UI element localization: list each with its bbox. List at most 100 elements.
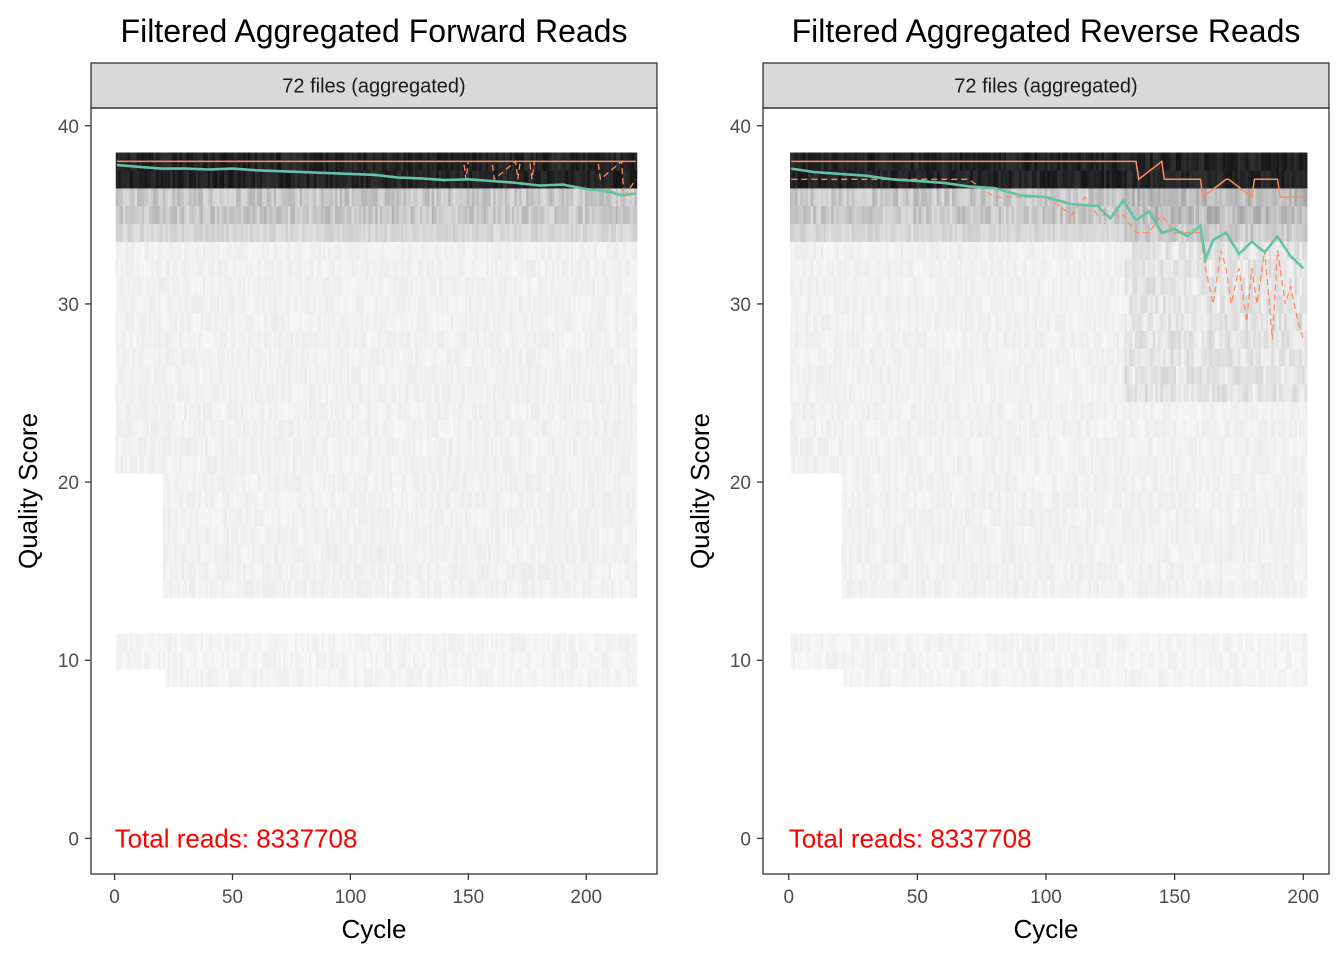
heatmap-tile xyxy=(306,526,310,545)
heatmap-tile xyxy=(537,348,541,367)
heatmap-tile xyxy=(351,223,355,242)
heatmap-tile xyxy=(537,562,541,581)
heatmap-tile xyxy=(287,651,291,670)
heatmap-tile xyxy=(481,312,484,331)
heatmap-tile xyxy=(144,223,147,242)
heatmap-tile xyxy=(188,473,192,492)
heatmap-tile xyxy=(476,205,480,225)
heatmap-tile xyxy=(521,508,525,527)
heatmap-tile xyxy=(535,526,539,545)
heatmap-tile xyxy=(389,348,392,367)
heatmap-tile xyxy=(464,384,468,403)
heatmap-tile xyxy=(236,188,239,207)
heatmap-tile xyxy=(177,312,180,331)
heatmap-tile xyxy=(328,491,331,510)
heatmap-tile xyxy=(332,312,336,331)
heatmap-tile xyxy=(153,651,157,670)
heatmap-tile xyxy=(344,330,348,349)
heatmap-tile xyxy=(405,384,409,403)
heatmap-tile xyxy=(339,384,343,403)
heatmap-tile xyxy=(304,544,308,563)
heatmap-tile xyxy=(478,437,482,456)
heatmap-tile xyxy=(273,170,277,189)
heatmap-tile xyxy=(368,526,371,545)
heatmap-tile xyxy=(283,312,286,331)
heatmap-tile xyxy=(441,473,444,492)
heatmap-tile xyxy=(179,437,183,456)
heatmap-tile xyxy=(377,277,381,296)
heatmap-tile xyxy=(316,348,319,367)
heatmap-tile xyxy=(483,188,487,207)
heatmap-tile xyxy=(474,188,477,207)
heatmap-tile xyxy=(290,437,293,456)
heatmap-tile xyxy=(469,312,473,331)
heatmap-tile xyxy=(502,205,506,225)
heatmap-tile xyxy=(332,419,336,438)
heatmap-tile xyxy=(427,580,430,599)
heatmap-tile xyxy=(144,401,147,421)
heatmap-tile xyxy=(344,526,348,545)
heatmap-tile xyxy=(320,277,324,296)
heatmap-tile xyxy=(269,348,272,367)
heatmap-tile xyxy=(436,437,440,456)
heatmap-tile xyxy=(535,259,539,278)
heatmap-tile xyxy=(125,366,128,385)
heatmap-tile xyxy=(405,508,409,527)
heatmap-tile xyxy=(290,508,293,527)
heatmap-tile xyxy=(188,526,192,545)
heatmap-tile xyxy=(386,544,390,563)
heatmap-tile xyxy=(287,419,291,438)
heatmap-tile xyxy=(261,366,265,385)
heatmap-tile xyxy=(363,259,367,278)
heatmap-tile xyxy=(325,491,329,510)
heatmap-tile xyxy=(533,669,536,688)
heatmap-tile xyxy=(264,669,267,688)
heatmap-tile xyxy=(453,651,456,670)
heatmap-tile xyxy=(530,580,534,599)
heatmap-tile xyxy=(408,277,411,296)
heatmap-tile xyxy=(188,205,192,225)
heatmap-tile xyxy=(309,330,312,349)
heatmap-tile xyxy=(132,170,135,189)
heatmap-tile xyxy=(240,330,244,349)
heatmap-tile xyxy=(488,419,492,438)
heatmap-tile xyxy=(483,205,487,225)
heatmap-tile xyxy=(346,277,350,296)
heatmap-tile xyxy=(502,277,506,296)
heatmap-tile xyxy=(162,562,166,581)
heatmap-tile xyxy=(132,366,135,385)
heatmap-tile xyxy=(198,473,201,492)
heatmap-tile xyxy=(424,419,428,438)
heatmap-tile xyxy=(306,295,310,314)
heatmap-tile xyxy=(528,437,532,456)
heatmap-tile xyxy=(450,295,454,314)
heatmap-tile xyxy=(424,277,428,296)
heatmap-tile xyxy=(304,633,308,652)
heatmap-tile xyxy=(278,473,282,492)
heatmap-tile xyxy=(193,366,197,385)
heatmap-tile xyxy=(311,473,315,492)
heatmap-tile xyxy=(358,348,362,367)
heatmap-tile xyxy=(297,241,301,260)
heatmap-tile xyxy=(210,259,213,278)
heatmap-tile xyxy=(217,437,220,456)
heatmap-tile xyxy=(342,241,345,260)
heatmap-tile xyxy=(398,544,402,563)
heatmap-tile xyxy=(481,366,484,385)
heatmap-tile xyxy=(476,437,480,456)
heatmap-tile xyxy=(533,633,536,652)
heatmap-tile xyxy=(434,205,437,225)
heatmap-tile xyxy=(389,580,392,599)
heatmap-tile xyxy=(386,669,390,688)
heatmap-tile xyxy=(349,295,352,314)
heatmap-tile xyxy=(540,205,543,225)
heatmap-tile xyxy=(469,562,473,581)
heatmap-tile xyxy=(488,330,492,349)
heatmap-tile xyxy=(271,205,275,225)
heatmap-tile xyxy=(219,205,223,225)
heatmap-tile xyxy=(278,491,282,510)
heatmap-tile xyxy=(306,544,310,563)
heatmap-tile xyxy=(167,473,171,492)
heatmap-tile xyxy=(438,580,442,599)
heatmap-tile xyxy=(115,633,119,652)
